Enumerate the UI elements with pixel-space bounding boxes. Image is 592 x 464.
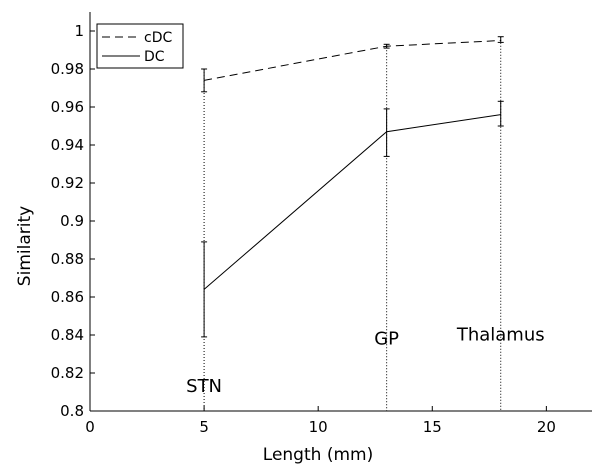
legend-label-dc: DC (144, 49, 165, 65)
y-tick-label: 0.92 (51, 174, 84, 192)
series-layer (201, 36, 504, 338)
y-tick-label: 0.94 (51, 136, 84, 154)
legend-label-cdc: cDC (144, 30, 172, 46)
annotation-stn: STN (186, 376, 222, 397)
x-tick-label: 10 (309, 418, 328, 436)
x-tick-label: 15 (423, 418, 442, 436)
legend: cDC DC (96, 23, 184, 69)
y-tick-label: 0.98 (51, 60, 84, 78)
y-tick-label: 0.96 (51, 98, 84, 116)
y-tick-label: 1 (74, 22, 84, 40)
annotation-thalamus: Thalamus (456, 325, 545, 346)
series-line-dc (203, 114, 501, 290)
x-tick-label: 20 (537, 418, 556, 436)
y-tick-label: 0.88 (51, 250, 84, 268)
plot-area (89, 12, 592, 412)
y-tick-label: 0.84 (51, 326, 84, 344)
vertical-guides (203, 36, 502, 411)
series-line-cdc (203, 40, 501, 81)
y-tick-label: 0.8 (60, 402, 84, 420)
y-tick-label: 0.9 (60, 212, 84, 230)
x-axis-title: Length (mm) (263, 445, 373, 464)
y-ticks: 0.8 0.82 0.84 0.86 0.88 0.9 0.92 0.94 0.96 0.98 1 (51, 22, 95, 420)
annotation-layer: STN GP Thalamus (186, 325, 544, 397)
legend-box (96, 23, 184, 69)
x-tick-label: 5 (199, 418, 209, 436)
x-ticks: 0 5 10 15 20 (85, 406, 556, 436)
y-axis-title: Similarity (15, 206, 35, 286)
y-tick-label: 0.82 (51, 364, 84, 382)
y-tick-label: 0.86 (51, 288, 84, 306)
annotation-gp: GP (374, 329, 399, 350)
x-tick-label: 0 (85, 418, 95, 436)
